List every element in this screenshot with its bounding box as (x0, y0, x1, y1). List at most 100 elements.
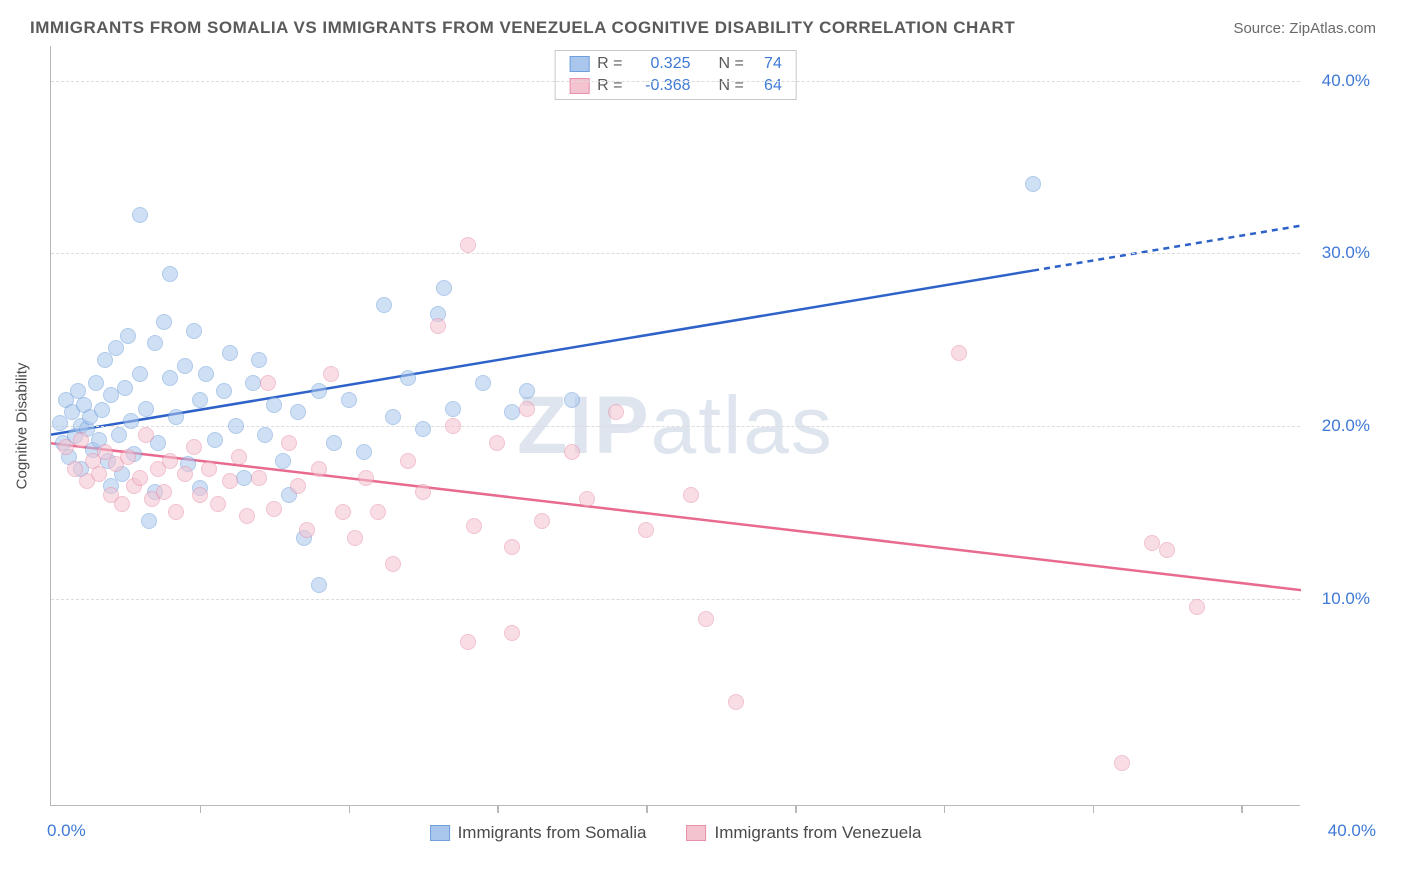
data-point (370, 504, 386, 520)
data-point (358, 470, 374, 486)
legend-swatch (687, 825, 707, 841)
data-point (162, 266, 178, 282)
data-point (266, 501, 282, 517)
data-point (335, 504, 351, 520)
data-point (138, 401, 154, 417)
data-point (728, 694, 744, 710)
data-point (564, 392, 580, 408)
data-point (698, 611, 714, 627)
data-point (385, 556, 401, 572)
data-point (460, 634, 476, 650)
data-point (519, 383, 535, 399)
data-point (239, 508, 255, 524)
data-point (466, 518, 482, 534)
data-point (415, 421, 431, 437)
data-point (323, 366, 339, 382)
x-tick (944, 805, 946, 813)
data-point (1189, 599, 1205, 615)
data-point (177, 358, 193, 374)
legend-label: Immigrants from Venezuela (715, 823, 922, 843)
data-point (97, 352, 113, 368)
data-point (132, 470, 148, 486)
data-point (168, 504, 184, 520)
data-point (231, 449, 247, 465)
data-point (385, 409, 401, 425)
x-tick (349, 805, 351, 813)
data-point (638, 522, 654, 538)
y-tick-label: 20.0% (1322, 416, 1370, 436)
legend-stat-row: R =0.325N =74 (555, 53, 796, 75)
data-point (245, 375, 261, 391)
y-tick-label: 40.0% (1322, 71, 1370, 91)
legend-stats: R =0.325N =74R =-0.368N =64 (554, 50, 797, 100)
data-point (1114, 755, 1130, 771)
data-point (201, 461, 217, 477)
x-tick (1093, 805, 1095, 813)
data-point (123, 413, 139, 429)
data-point (1025, 176, 1041, 192)
data-point (266, 397, 282, 413)
data-point (192, 487, 208, 503)
source-label: Source: ZipAtlas.com (1233, 20, 1376, 37)
data-point (251, 352, 267, 368)
data-point (504, 404, 520, 420)
x-tick (1241, 805, 1243, 813)
data-point (111, 427, 127, 443)
data-point (177, 466, 193, 482)
data-point (564, 444, 580, 460)
x-tick (497, 805, 499, 813)
data-point (376, 297, 392, 313)
data-point (579, 491, 595, 507)
data-point (117, 380, 133, 396)
data-point (257, 427, 273, 443)
data-point (192, 392, 208, 408)
data-point (132, 366, 148, 382)
data-point (156, 314, 172, 330)
data-point (162, 453, 178, 469)
data-point (222, 473, 238, 489)
chart-title: IMMIGRANTS FROM SOMALIA VS IMMIGRANTS FR… (30, 18, 1015, 38)
data-point (73, 432, 89, 448)
legend-swatch (569, 56, 589, 72)
data-point (186, 439, 202, 455)
data-point (186, 323, 202, 339)
data-point (400, 370, 416, 386)
n-value: 74 (752, 55, 782, 73)
x-axis-start-label: 0.0% (47, 821, 86, 841)
y-axis-label: Cognitive Disability (14, 363, 31, 490)
data-point (156, 484, 172, 500)
data-point (608, 404, 624, 420)
legend-series: Immigrants from Somalia Immigrants from V… (430, 823, 922, 843)
data-point (210, 496, 226, 512)
data-point (415, 484, 431, 500)
data-point (951, 345, 967, 361)
data-point (281, 435, 297, 451)
legend-item: Immigrants from Somalia (430, 823, 647, 843)
data-point (430, 318, 446, 334)
data-point (141, 513, 157, 529)
data-point (216, 383, 232, 399)
data-point (445, 401, 461, 417)
data-point (519, 401, 535, 417)
x-tick (795, 805, 797, 813)
data-point (207, 432, 223, 448)
data-point (460, 237, 476, 253)
x-axis-end-label: 40.0% (1328, 821, 1376, 841)
data-point (120, 328, 136, 344)
data-point (311, 383, 327, 399)
data-point (251, 470, 267, 486)
x-tick (200, 805, 202, 813)
data-point (108, 340, 124, 356)
data-point (198, 366, 214, 382)
data-point (356, 444, 372, 460)
data-point (341, 392, 357, 408)
data-point (236, 470, 252, 486)
x-tick (646, 805, 648, 813)
data-point (290, 404, 306, 420)
data-point (436, 280, 452, 296)
gridline (51, 599, 1300, 600)
data-point (290, 478, 306, 494)
data-point (475, 375, 491, 391)
y-tick-label: 10.0% (1322, 589, 1370, 609)
data-point (58, 439, 74, 455)
